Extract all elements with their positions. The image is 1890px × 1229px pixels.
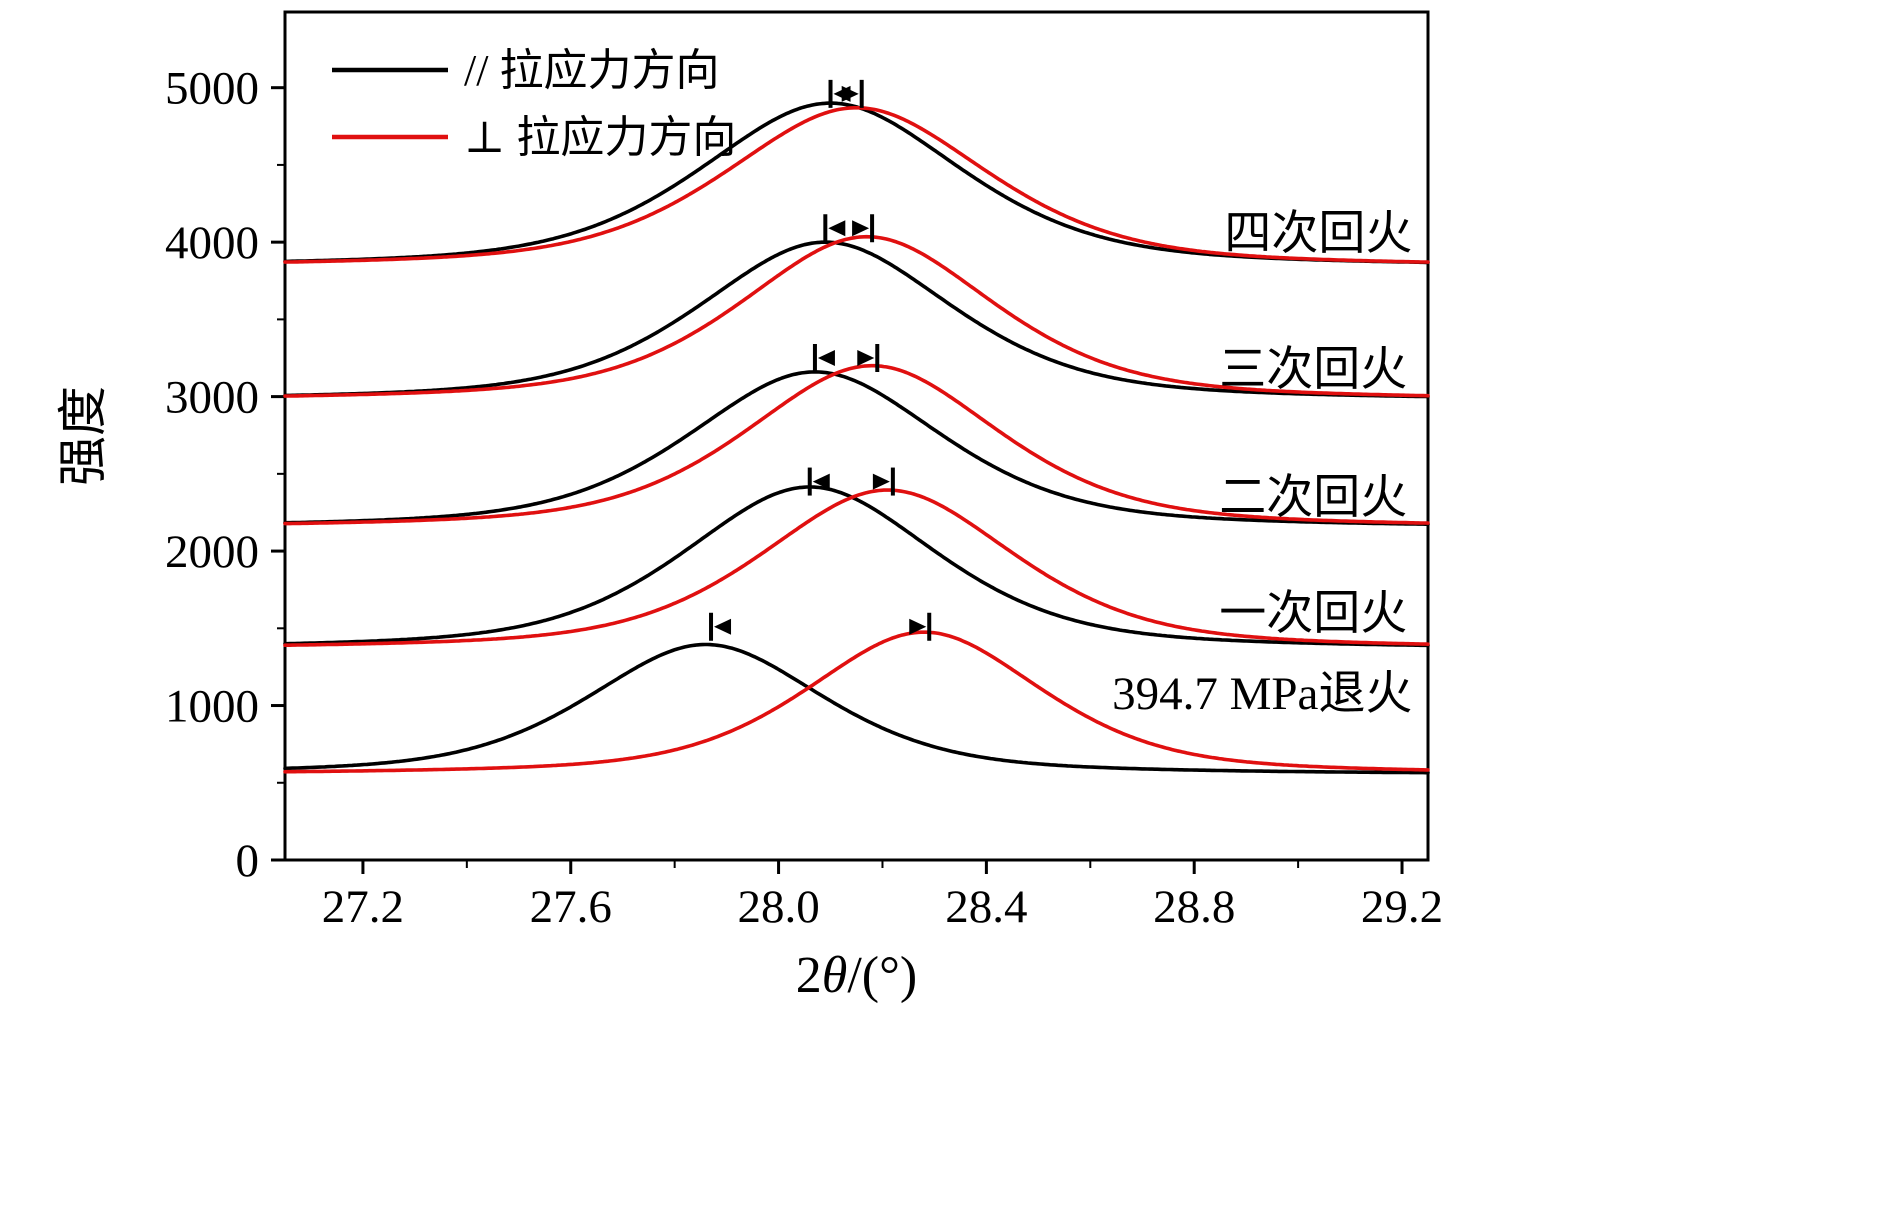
curve-perpendicular-group2 (283, 488, 1430, 648)
annotation-group3-label: 二次回火 (1219, 472, 1407, 524)
y-axis-label: 强度 (55, 386, 111, 486)
x-tick-label: 27.6 (530, 881, 612, 933)
y-tick-label: 0 (236, 835, 260, 887)
peak-shift-marker-group4 (823, 214, 875, 243)
curve-parallel-group4 (283, 240, 1430, 399)
y-tick-label: 3000 (165, 372, 259, 424)
x-tick-label: 28.4 (945, 881, 1027, 933)
legend-label-parallel: // 拉应力方向 (464, 46, 719, 95)
legend-entry-parallel: // 拉应力方向 (332, 46, 719, 95)
y-tick-label: 1000 (165, 681, 259, 733)
curve-perpendicular-group5 (283, 106, 1430, 264)
curve-parallel-group2 (283, 485, 1430, 648)
curve-parallel-group3 (283, 370, 1430, 527)
curve-perpendicular-group1 (283, 630, 1430, 774)
peak-shift-marker-group5 (828, 79, 864, 108)
peak-shift-marker-group1 (709, 612, 932, 641)
x-axis-label: 2θ/(°) (796, 947, 917, 1004)
y-tick-label: 5000 (165, 63, 259, 115)
curve-perpendicular-group4 (283, 234, 1430, 398)
curve-perpendicular-group3 (283, 363, 1430, 526)
annotation-group4-label: 三次回火 (1219, 344, 1407, 396)
legend-label-perpendicular: ⊥ 拉应力方向 (464, 113, 736, 162)
curve-parallel-group1 (283, 642, 1430, 775)
peak-shift-marker-group3 (812, 343, 880, 372)
y-tick-label: 4000 (165, 217, 259, 269)
x-tick-label: 27.2 (322, 881, 404, 933)
legend-entry-perpendicular: ⊥ 拉应力方向 (332, 113, 736, 162)
annotation-group5-label: 四次回火 (1224, 208, 1412, 260)
x-tick-label: 29.2 (1361, 881, 1443, 933)
peak-shift-marker-group2 (807, 467, 895, 496)
x-tick-label: 28.0 (737, 881, 819, 933)
annotation-group1-label: 394.7 MPa退火 (1112, 668, 1412, 720)
plot-frame (283, 10, 1430, 862)
annotation-group2-label: 一次回火 (1219, 588, 1407, 640)
y-tick-label: 2000 (165, 526, 259, 578)
x-tick-label: 28.8 (1153, 881, 1235, 933)
